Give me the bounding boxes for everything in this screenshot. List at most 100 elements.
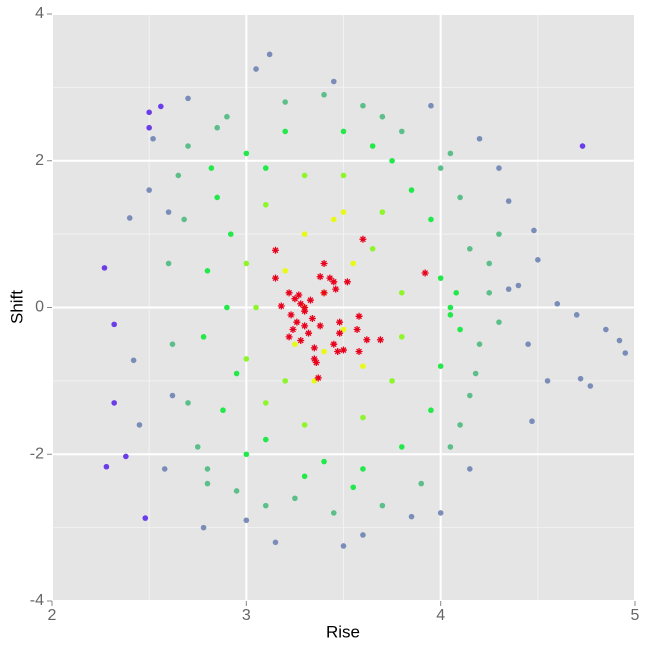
point bbox=[515, 282, 522, 289]
star-point bbox=[332, 285, 340, 293]
point bbox=[262, 400, 269, 406]
grid bbox=[51, 13, 636, 602]
star-point bbox=[277, 302, 285, 310]
point bbox=[181, 216, 187, 223]
point bbox=[340, 172, 347, 179]
point bbox=[165, 260, 172, 267]
point bbox=[453, 290, 460, 296]
star-point bbox=[305, 329, 313, 337]
star-point bbox=[355, 348, 363, 356]
star-point bbox=[312, 359, 320, 367]
y-tick-label: -2 bbox=[30, 445, 44, 462]
star-point bbox=[310, 355, 318, 363]
point bbox=[142, 515, 149, 521]
point bbox=[577, 375, 584, 382]
point bbox=[158, 103, 164, 110]
point bbox=[340, 209, 347, 215]
point bbox=[399, 128, 405, 135]
point bbox=[214, 124, 220, 131]
point bbox=[262, 502, 269, 509]
point bbox=[447, 150, 454, 157]
point bbox=[272, 539, 279, 546]
point bbox=[185, 95, 191, 102]
star-point bbox=[295, 291, 303, 299]
point bbox=[389, 378, 395, 384]
point bbox=[200, 334, 207, 340]
point bbox=[243, 517, 250, 524]
star-point bbox=[330, 278, 338, 286]
point bbox=[579, 143, 586, 149]
point bbox=[350, 260, 357, 267]
star-point bbox=[285, 289, 293, 297]
star-point bbox=[320, 289, 328, 297]
point bbox=[428, 407, 434, 414]
x-tick-label: 2 bbox=[48, 607, 57, 624]
point bbox=[262, 436, 269, 443]
point bbox=[243, 260, 250, 267]
point bbox=[531, 227, 537, 234]
point bbox=[428, 102, 434, 109]
y-tick-label: 2 bbox=[35, 152, 44, 169]
point bbox=[472, 370, 479, 377]
point bbox=[204, 268, 211, 274]
point bbox=[330, 216, 337, 223]
point bbox=[603, 326, 609, 333]
point bbox=[194, 444, 201, 450]
point bbox=[467, 246, 473, 252]
point bbox=[282, 378, 289, 384]
star-point bbox=[320, 259, 328, 267]
star-point bbox=[355, 312, 363, 320]
point bbox=[389, 157, 395, 164]
point bbox=[408, 187, 415, 193]
y-axis-title: Shift bbox=[7, 290, 26, 324]
point bbox=[447, 312, 454, 318]
point bbox=[554, 301, 561, 307]
point bbox=[369, 246, 376, 252]
point bbox=[220, 407, 226, 414]
point bbox=[136, 422, 143, 428]
x-tick-label: 3 bbox=[242, 607, 251, 624]
point bbox=[350, 484, 357, 491]
point bbox=[399, 334, 405, 340]
star-point bbox=[306, 296, 314, 304]
star-point bbox=[330, 340, 338, 348]
point bbox=[330, 510, 337, 516]
point bbox=[496, 319, 502, 325]
star-point bbox=[301, 322, 309, 330]
point bbox=[224, 304, 230, 311]
point bbox=[321, 91, 327, 98]
point bbox=[243, 451, 250, 458]
point bbox=[330, 78, 337, 85]
point bbox=[262, 201, 269, 208]
point bbox=[103, 463, 110, 470]
point bbox=[253, 304, 259, 311]
point bbox=[224, 113, 230, 120]
point bbox=[204, 480, 211, 487]
point bbox=[360, 532, 366, 538]
point bbox=[622, 350, 629, 356]
point bbox=[111, 400, 117, 406]
star-point bbox=[340, 346, 347, 354]
point bbox=[233, 370, 240, 377]
point bbox=[301, 231, 308, 237]
point bbox=[418, 480, 425, 487]
star-point bbox=[316, 322, 324, 330]
point bbox=[185, 143, 191, 149]
star-point bbox=[291, 295, 299, 303]
point bbox=[321, 458, 327, 465]
point bbox=[340, 543, 347, 549]
star-point bbox=[308, 315, 316, 323]
point bbox=[266, 51, 273, 58]
point bbox=[175, 172, 182, 179]
point bbox=[301, 473, 308, 480]
point bbox=[437, 363, 444, 370]
point bbox=[437, 165, 444, 171]
point bbox=[486, 290, 493, 296]
star-point bbox=[301, 307, 309, 315]
point bbox=[496, 165, 502, 171]
point bbox=[292, 495, 298, 502]
x-axis-title: Rise bbox=[326, 622, 360, 641]
star-point bbox=[336, 318, 344, 326]
point bbox=[243, 356, 250, 362]
points bbox=[101, 51, 629, 549]
